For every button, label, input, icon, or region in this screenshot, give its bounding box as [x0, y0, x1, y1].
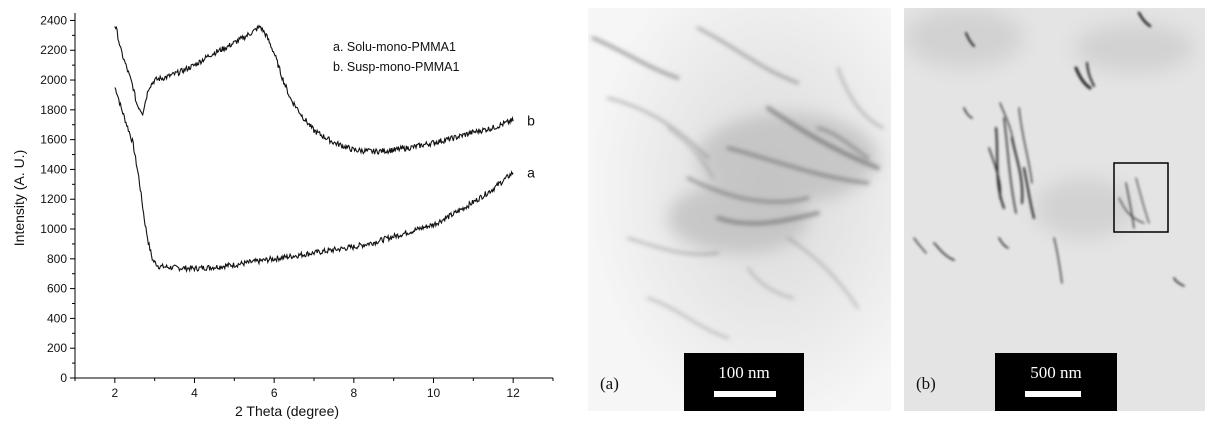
legend-entry-b: b. Susp-mono-PMMA1	[333, 60, 459, 74]
legend-entry-a: a. Solu-mono-PMMA1	[333, 40, 456, 54]
scale-bar-box-a: 100 nm	[684, 353, 804, 411]
panel-letter-a: (a)	[600, 374, 619, 393]
chart-lines	[114, 24, 514, 274]
chart-ticks: 0 200 400 600 800 1000 1200 1400 1600 1800 2000 220…	[40, 13, 554, 400]
y-tick-label: 1800	[40, 103, 67, 117]
series-line-b	[114, 24, 514, 155]
scale-bar-a	[714, 391, 776, 397]
x-tick-label: 6	[271, 386, 278, 400]
y-tick-label: 400	[47, 311, 67, 325]
series-label-a: a	[527, 164, 535, 180]
series-label-b: b	[527, 112, 535, 128]
series-line-a	[114, 87, 514, 274]
y-tick-label: 0	[60, 371, 67, 385]
x-axis-label: 2 Theta (degree)	[235, 403, 339, 419]
scale-label-b: 500 nm	[1030, 363, 1082, 382]
tem-texture-a	[588, 8, 891, 411]
y-tick-label: 1400	[40, 162, 67, 176]
x-tick-label: 12	[506, 386, 520, 400]
scale-label-a: 100 nm	[718, 363, 770, 382]
y-tick-label: 800	[47, 252, 67, 266]
scale-bar-box-b: 500 nm	[995, 353, 1117, 411]
x-tick-label: 8	[350, 386, 357, 400]
y-tick-label: 1600	[40, 133, 67, 147]
y-tick-label: 2400	[40, 13, 67, 27]
y-tick-label: 200	[47, 341, 67, 355]
y-tick-label: 2000	[40, 73, 67, 87]
x-tick-label: 2	[111, 386, 118, 400]
y-tick-label: 600	[47, 282, 67, 296]
x-tick-label: 4	[191, 386, 198, 400]
panel-letter-b: (b)	[916, 374, 936, 393]
zoom-region-box	[1113, 162, 1169, 233]
tem-texture-b	[904, 8, 1205, 411]
x-tick-label: 10	[427, 386, 441, 400]
tem-image-a: (a) 100 nm	[588, 8, 891, 411]
tem-image-b: (b) 500 nm	[904, 8, 1205, 411]
y-axis-label: Intensity (A. U.)	[11, 150, 27, 246]
scale-bar-b	[1025, 391, 1081, 397]
y-tick-label: 1200	[40, 192, 67, 206]
y-tick-label: 2200	[40, 43, 67, 57]
y-tick-label: 1000	[40, 222, 67, 236]
xrd-chart: 0 200 400 600 800 1000 1200 1400 1600 1800 2000 220…	[11, 13, 554, 419]
